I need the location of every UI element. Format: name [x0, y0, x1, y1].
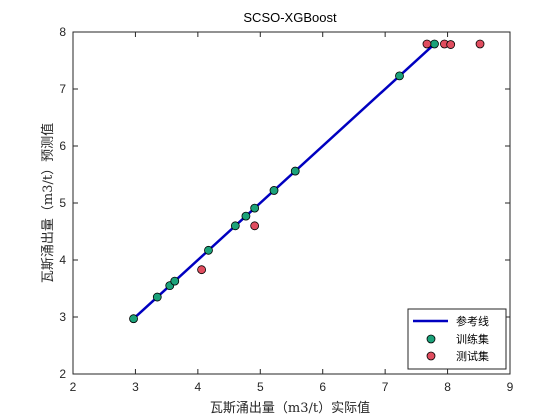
train-point	[250, 203, 260, 213]
train-point	[290, 166, 300, 176]
train-point	[152, 292, 162, 302]
reference-line	[132, 42, 436, 320]
train-point	[241, 211, 251, 221]
y-tick-label: 4	[59, 253, 66, 267]
legend-box	[407, 308, 507, 370]
x-tick-label: 7	[382, 380, 389, 394]
x-tick-label: 2	[70, 380, 77, 394]
test-point	[475, 39, 485, 49]
y-tick-label: 6	[59, 139, 66, 153]
legend-label-train: 训练集	[456, 332, 489, 346]
y-axis-label: 瓦斯涌出量（m3/t）预测值	[40, 123, 56, 283]
test-point	[422, 39, 432, 49]
x-tick-label: 4	[195, 380, 202, 394]
y-tick-label: 5	[59, 196, 66, 210]
series-layer	[129, 39, 485, 324]
legend: 参考线 训练集 测试集	[407, 308, 507, 370]
train-point	[430, 39, 439, 49]
chart-title: SCSO-XGBoost	[243, 10, 337, 25]
y-tick-label: 8	[59, 25, 66, 39]
legend-marker-train	[426, 334, 436, 344]
train-point	[230, 221, 240, 231]
train-point	[170, 276, 180, 286]
x-tick-label: 8	[444, 380, 451, 394]
legend-label-reference-line: 参考线	[456, 314, 489, 328]
y-axis-ticks: 2 3 4 5 6 7 8	[59, 25, 510, 381]
legend-marker-test	[426, 351, 436, 361]
test-point	[197, 265, 207, 275]
x-tick-label: 9	[507, 380, 514, 394]
test-point	[446, 40, 456, 49]
y-tick-label: 2	[59, 367, 66, 381]
x-axis-label: 瓦斯涌出量（m3/t）实际值	[210, 400, 370, 416]
train-point	[129, 314, 138, 324]
y-tick-label: 7	[59, 82, 66, 96]
x-tick-label: 3	[132, 380, 139, 394]
x-tick-label: 5	[257, 380, 264, 394]
y-tick-label: 3	[59, 310, 66, 324]
train-point	[395, 71, 404, 81]
test-point	[250, 221, 260, 231]
legend-label-test: 测试集	[456, 349, 489, 363]
train-point	[269, 186, 279, 195]
train-point	[204, 245, 213, 255]
x-axis-ticks: 2 3 4 5 6 7 8 9	[70, 32, 514, 394]
x-tick-label: 6	[319, 380, 326, 394]
